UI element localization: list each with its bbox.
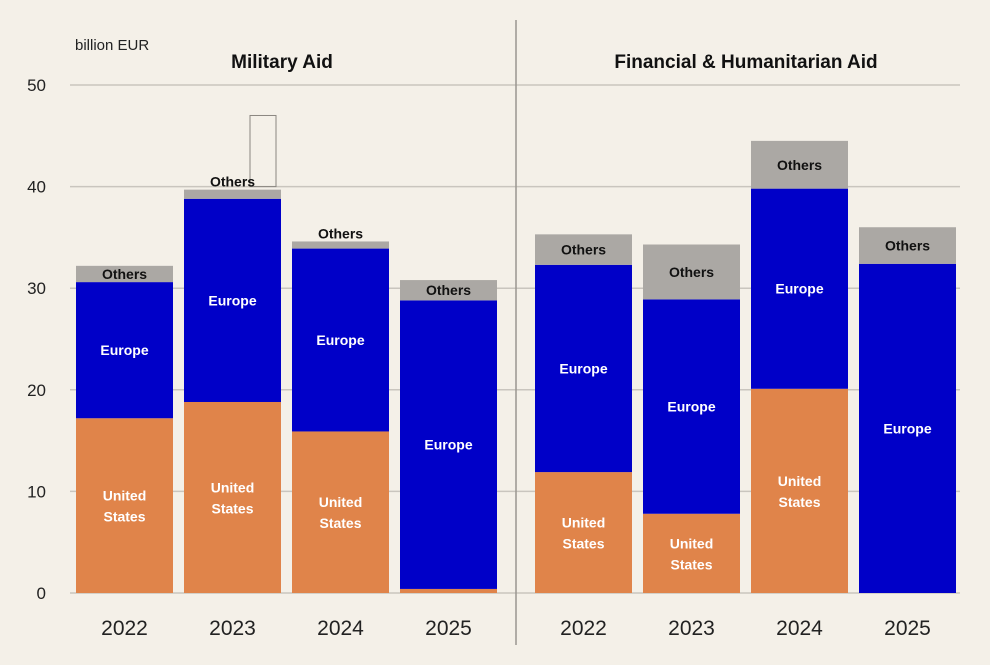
bar-label-financial-humanitarian-aid-2023-united-states: United States bbox=[670, 535, 714, 572]
bar-label-financial-humanitarian-aid-2022-others: Others bbox=[561, 242, 606, 258]
bar-label-military-aid-2024-others: Others bbox=[318, 225, 363, 241]
y-tick-label-20: 20 bbox=[27, 381, 46, 400]
bar-military-aid-2023-europe bbox=[184, 198, 281, 402]
bar-military-aid-2025-united-states bbox=[400, 588, 497, 593]
bar-label-financial-humanitarian-aid-2024-others: Others bbox=[777, 157, 822, 173]
x-tick-label-financial-humanitarian-aid-2023: 2023 bbox=[668, 617, 715, 640]
bar-label-military-aid-2022-europe: Europe bbox=[100, 342, 148, 358]
y-tick-label-40: 40 bbox=[27, 178, 46, 197]
x-tick-label-military-aid-2024: 2024 bbox=[317, 617, 364, 640]
bar-label-military-aid-2025-europe: Europe bbox=[424, 437, 472, 453]
bars bbox=[76, 114, 956, 593]
x-tick-label-military-aid-2025: 2025 bbox=[425, 617, 472, 640]
bar-label-military-aid-2025-others: Others bbox=[426, 282, 471, 298]
unit-label: billion EUR bbox=[75, 37, 149, 54]
bar-financial-humanitarian-aid-2023-europe bbox=[643, 299, 740, 514]
bar-label-financial-humanitarian-aid-2022-europe: Europe bbox=[559, 360, 607, 376]
y-tick-label-50: 50 bbox=[27, 76, 46, 95]
bar-financial-humanitarian-aid-2025-europe bbox=[859, 263, 956, 593]
x-tick-label-financial-humanitarian-aid-2024: 2024 bbox=[776, 617, 823, 640]
bar-military-aid-2025-others bbox=[400, 280, 497, 301]
bar-military-aid-2023-united-states bbox=[184, 401, 281, 593]
bar-label-financial-humanitarian-aid-2025-others: Others bbox=[885, 238, 930, 254]
bar-label-financial-humanitarian-aid-2023-others: Others bbox=[669, 264, 714, 280]
panel-title-military-aid: Military Aid bbox=[231, 52, 333, 73]
labels: 0 10 20 30 40 50 Military Aid United States Europ… bbox=[27, 52, 932, 640]
bar-military-aid-2024-europe bbox=[292, 248, 389, 432]
annotation-box-military-aid-2023 bbox=[249, 114, 277, 188]
bar-military-aid-2025-europe bbox=[400, 300, 497, 589]
bar-label-military-aid-2024-europe: Europe bbox=[316, 332, 364, 348]
bar-label-military-aid-2023-others: Others bbox=[210, 174, 255, 190]
x-tick-label-financial-humanitarian-aid-2025: 2025 bbox=[884, 617, 931, 640]
bar-financial-humanitarian-aid-2023-others bbox=[643, 244, 740, 300]
bar-label-military-aid-2023-europe: Europe bbox=[208, 292, 256, 308]
bar-financial-humanitarian-aid-2022-united-states bbox=[535, 472, 632, 593]
bar-financial-humanitarian-aid-2023-united-states bbox=[643, 513, 740, 593]
panel-title-financial-humanitarian-aid: Financial & Humanitarian Aid bbox=[614, 52, 877, 73]
bar-financial-humanitarian-aid-2024-others bbox=[751, 140, 848, 189]
bar-military-aid-2022-europe bbox=[76, 282, 173, 419]
bar-military-aid-2024-united-states bbox=[292, 431, 389, 593]
bar-label-military-aid-2022-others: Others bbox=[102, 266, 147, 282]
bar-financial-humanitarian-aid-2022-europe bbox=[535, 264, 632, 473]
x-tick-label-military-aid-2022: 2022 bbox=[101, 617, 148, 640]
bar-financial-humanitarian-aid-2024-united-states bbox=[751, 388, 848, 593]
y-tick-label-0: 0 bbox=[37, 584, 46, 603]
x-tick-label-military-aid-2023: 2023 bbox=[209, 617, 256, 640]
bar-military-aid-2022-united-states bbox=[76, 418, 173, 593]
bar-financial-humanitarian-aid-2024-europe bbox=[751, 188, 848, 389]
bar-military-aid-2024-others bbox=[292, 241, 389, 249]
y-tick-label-10: 10 bbox=[27, 482, 46, 501]
bar-financial-humanitarian-aid-2022-others bbox=[535, 234, 632, 265]
bar-label-financial-humanitarian-aid-2022-united-states: United States bbox=[562, 515, 606, 552]
y-tick-label-30: 30 bbox=[27, 279, 46, 298]
bar-label-military-aid-2023-united-states: United States bbox=[211, 479, 255, 516]
bar-label-financial-humanitarian-aid-2024-united-states: United States bbox=[778, 473, 822, 510]
bar-label-financial-humanitarian-aid-2023-europe: Europe bbox=[667, 399, 715, 415]
bar-label-financial-humanitarian-aid-2025-europe: Europe bbox=[883, 420, 931, 436]
bar-military-aid-2023-others bbox=[184, 189, 281, 199]
bar-label-financial-humanitarian-aid-2024-europe: Europe bbox=[775, 281, 823, 297]
x-tick-label-financial-humanitarian-aid-2022: 2022 bbox=[560, 617, 607, 640]
bar-label-military-aid-2022-united-states: United States bbox=[103, 488, 147, 525]
bar-military-aid-2022-others bbox=[76, 265, 173, 283]
bar-label-military-aid-2024-united-states: United States bbox=[319, 494, 363, 531]
bar-financial-humanitarian-aid-2025-others bbox=[859, 227, 956, 264]
